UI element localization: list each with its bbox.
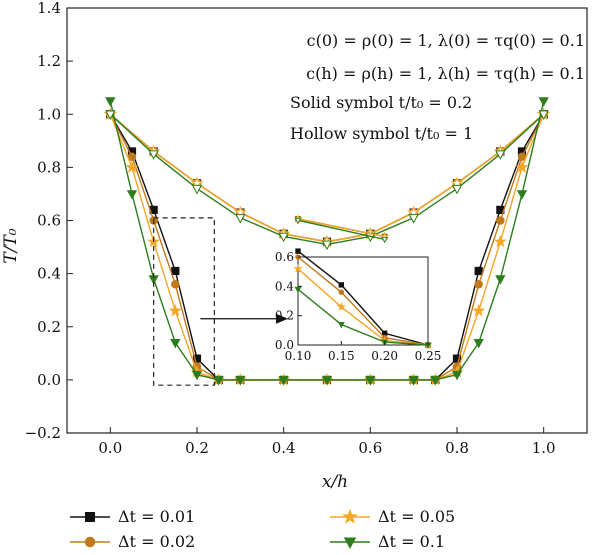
series-marker-0-solid-3 (171, 266, 180, 276)
y-tick-label: 0.6 (37, 212, 61, 230)
series-marker-3-solid-1 (337, 321, 345, 329)
legend-label-1: Δt = 0.02 (118, 532, 195, 551)
annotation-line-1: c(0) = ρ(0) = 1, λ(0) = τq(0) = 0.1 (307, 31, 585, 50)
series-marker-2-solid-1 (125, 160, 139, 173)
series-marker-2-solid-14 (493, 234, 507, 248)
series-marker-2-solid-13 (472, 303, 486, 317)
zoom-box (153, 217, 215, 386)
inset-y-tick-label: 0.0 (275, 338, 294, 352)
series-marker-1-solid-13 (474, 279, 483, 289)
series-marker-3-hollow-2 (191, 184, 203, 195)
inset-x-tick-label: 0.20 (371, 349, 398, 363)
series-marker-3-solid-7 (278, 376, 289, 386)
series-marker-1-solid-1 (338, 289, 345, 296)
inset-y-tick-label: 0.6 (275, 250, 294, 264)
series-marker-0-solid-2 (381, 330, 388, 336)
series-marker-3-hollow-8 (451, 184, 463, 195)
series-marker-3-solid-14 (495, 275, 506, 285)
legend-label-2: Δt = 0.05 (378, 507, 455, 526)
x-tick-label: 1.0 (532, 439, 556, 457)
inset-plot: 0.10 0.15 0.20 0.25 0.0 0.2 0.4 0.6 (200, 214, 442, 363)
series-line-3-hollow (297, 219, 385, 241)
series-marker-3-hollow-1 (148, 150, 159, 160)
series-line-1-solid (297, 256, 429, 346)
y-tick-label: 0.2 (37, 318, 61, 336)
series-marker-0-solid-0 (295, 248, 301, 254)
series-marker-3-hollow-1 (381, 236, 389, 244)
series-marker-3-solid-13 (473, 338, 484, 349)
series-marker-3-solid-11 (430, 376, 441, 386)
series-marker-3-solid-1 (126, 190, 138, 200)
y-tick-label: 1.0 (37, 105, 61, 123)
series-line-2-hollow (297, 218, 385, 238)
series-marker-3-hollow-3 (235, 214, 246, 224)
y-tick-label: 0.8 (37, 158, 61, 176)
series-marker-3-solid-3 (170, 338, 181, 349)
x-tick-label: 0.8 (445, 439, 469, 457)
inset-x-tick-label: 0.25 (415, 349, 442, 363)
x-axis-title: x/h (322, 472, 348, 492)
series-marker-3-solid-5 (213, 376, 224, 386)
x-tick-label: 0.4 (272, 439, 296, 457)
series-marker-3-solid-0 (105, 97, 116, 107)
series-marker-3-solid-15 (516, 190, 528, 200)
inset-x-tick-label: 0.10 (285, 349, 312, 363)
annotation-block: c(0) = ρ(0) = 1, λ(0) = τq(0) = 0.1 c(h)… (290, 31, 585, 143)
series-marker-3-solid-9 (365, 376, 376, 386)
legend-marker-0 (85, 512, 95, 522)
series-marker-0-solid-4 (192, 354, 202, 363)
series-marker-3-hollow-5 (321, 240, 333, 251)
main-plot: 0.0 0.2 0.4 0.6 0.8 1.0 −0.2 0.0 0.2 0.4 0.6 0.8 1.0… (25, 0, 588, 457)
series-marker-3-hollow-10 (538, 110, 549, 120)
series-marker-0-solid-13 (474, 266, 483, 276)
series-marker-3-solid-0 (294, 286, 302, 294)
zoom-arrow-head (276, 313, 288, 324)
inset-frame (297, 256, 429, 346)
inset-x-tick-label: 0.15 (328, 349, 355, 363)
series-marker-3-hollow-0 (294, 217, 302, 225)
legend-label-0: Δt = 0.01 (118, 507, 195, 526)
y-axis-title: T/T₀ (1, 228, 21, 263)
series-marker-3-solid-10 (408, 376, 419, 386)
legend-label-3: Δt = 0.1 (378, 532, 445, 551)
legend: Δt = 0.01 Δt = 0.02 Δt = 0.05 Δt = 0.1 (70, 507, 455, 551)
x-tick-label: 0.2 (185, 439, 209, 457)
series-line-2-solid (297, 268, 429, 346)
series-marker-0-solid-12 (452, 354, 462, 363)
series-marker-3-solid-6 (235, 376, 246, 386)
annotation-line-3: Solid symbol t/t₀ = 0.2 (290, 93, 472, 112)
series-line-0-solid (297, 250, 429, 346)
inset-y-tick-label: 0.4 (275, 279, 294, 293)
series-marker-3-solid-16 (538, 97, 549, 107)
series-marker-3-solid-8 (321, 376, 333, 386)
inset-y-tick-label: 0.2 (275, 309, 294, 323)
series-marker-3-hollow-7 (408, 214, 419, 224)
annotation-line-4: Hollow symbol t/t₀ = 1 (290, 124, 473, 143)
series-marker-0-solid-1 (338, 282, 345, 288)
y-tick-label: 0.4 (37, 265, 61, 283)
y-tick-label: 1.4 (37, 0, 61, 17)
x-tick-label: 0.0 (98, 439, 122, 457)
series-marker-1-solid-14 (496, 216, 505, 225)
series-marker-2-solid-3 (168, 303, 182, 317)
legend-marker-2 (342, 508, 358, 524)
y-tick-label: 0.0 (37, 371, 61, 389)
y-tick-label: −0.2 (25, 424, 61, 442)
series-marker-2-solid-15 (515, 160, 529, 173)
series-marker-3-solid-4 (191, 370, 203, 381)
series-marker-3-solid-12 (451, 370, 463, 381)
series-marker-2-solid-0 (293, 263, 303, 273)
annotation-line-2: c(h) = ρ(h) = 1, λ(h) = τq(h) = 0.1 (306, 64, 585, 83)
series-marker-3-hollow-0 (105, 110, 116, 120)
x-tick-label: 0.6 (358, 439, 382, 457)
series-marker-2-solid-1 (336, 302, 346, 311)
legend-marker-1 (84, 536, 96, 548)
series-marker-3-hollow-9 (495, 150, 506, 160)
legend-marker-3 (343, 537, 357, 549)
series-line-3-solid (297, 288, 429, 346)
series-marker-1-solid-3 (171, 279, 180, 289)
series-marker-3-hollow-4 (278, 232, 289, 243)
y-tick-label: 1.2 (37, 52, 61, 70)
